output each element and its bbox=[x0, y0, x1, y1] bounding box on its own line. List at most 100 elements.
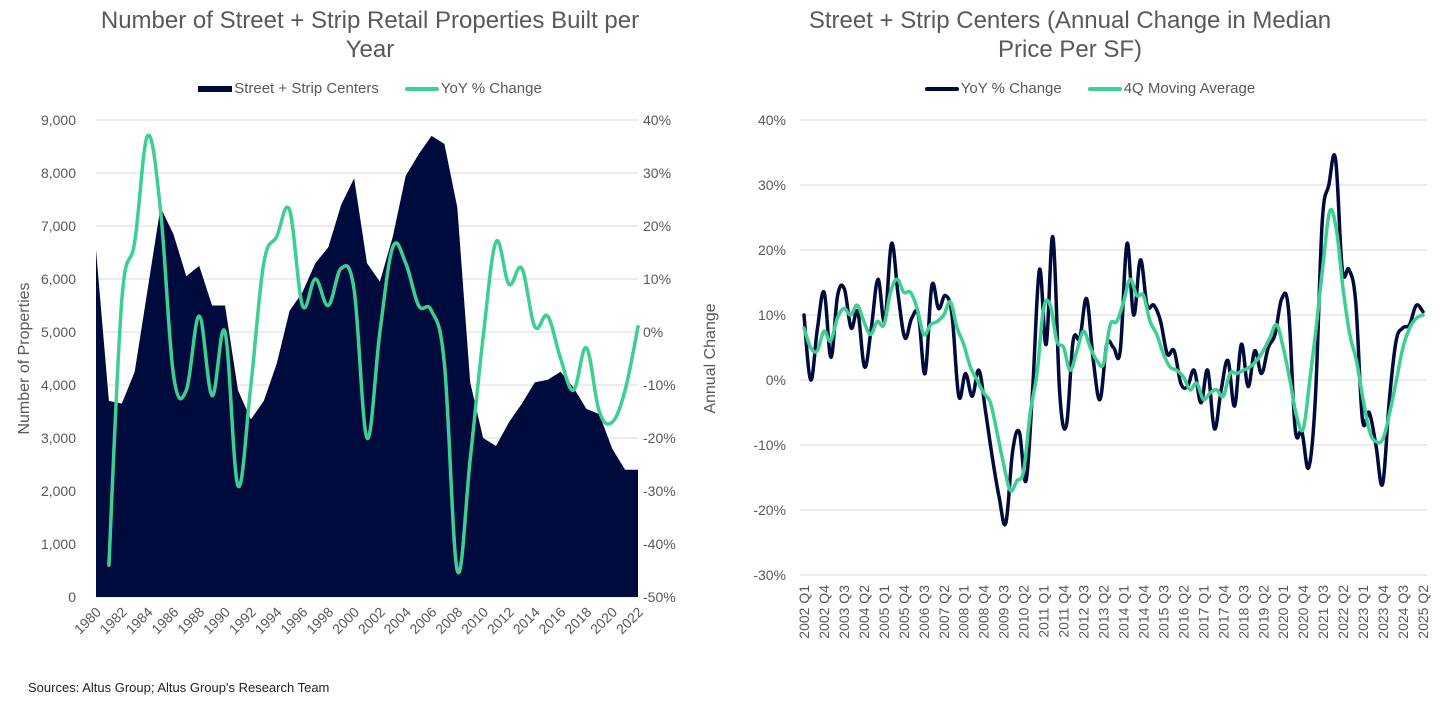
y2-tick-label: -10% bbox=[643, 377, 676, 393]
line-series-yoy-change bbox=[107, 133, 640, 575]
left-chart-title-line2: Year bbox=[345, 36, 395, 63]
y-tick-label: 2,000 bbox=[41, 483, 76, 499]
right-chart-plot: -30% -20% -10% 0% 10% 20% 30% 40% 2002 Q1 2002 Q4… bbox=[753, 112, 1431, 639]
x-tick-label: 2011 Q4 bbox=[1056, 585, 1072, 638]
x-tick-label: 2014 Q1 bbox=[1115, 585, 1131, 639]
y-tick-label: 4,000 bbox=[41, 377, 76, 393]
x-tick-label: 2022 bbox=[613, 604, 646, 637]
x-tick-label: 2020 bbox=[587, 604, 620, 637]
x-tick-label: 2018 Q3 bbox=[1235, 585, 1251, 639]
x-tick-label: 2024 Q3 bbox=[1395, 585, 1411, 639]
y-tick-label: 30% bbox=[758, 177, 786, 193]
x-tick-label: 1980 bbox=[71, 604, 104, 637]
y-tick-label: 1,000 bbox=[41, 536, 76, 552]
x-tick-label: 2003 Q3 bbox=[836, 585, 852, 639]
x-tick-label: 1988 bbox=[174, 604, 207, 637]
y2-tick-label: -20% bbox=[643, 430, 676, 446]
left-chart-legend: Street + Strip Centers YoY % Change bbox=[60, 80, 680, 97]
x-tick-label: 2010 bbox=[458, 604, 491, 637]
x-tick-label: 2002 Q1 bbox=[796, 585, 812, 639]
legend-swatch-line bbox=[924, 86, 959, 91]
x-tick-label: 2002 Q4 bbox=[816, 585, 832, 639]
y-tick-label: 3,000 bbox=[41, 430, 76, 446]
x-tick-label: 2002 bbox=[355, 604, 388, 637]
x-tick-label: 1984 bbox=[122, 604, 155, 637]
x-tick-label: 2005 Q4 bbox=[896, 585, 912, 639]
x-tick-label: 2022 Q2 bbox=[1335, 585, 1351, 639]
x-tick-label: 1994 bbox=[251, 604, 284, 637]
left-chart-title-line1: Number of Street + Strip Retail Properti… bbox=[100, 7, 640, 34]
area-series-street-strip-centers bbox=[96, 135, 638, 597]
line-series-yoy-change bbox=[802, 153, 1425, 527]
x-tick-label: 2005 Q1 bbox=[876, 585, 892, 639]
legend-swatch-line bbox=[1087, 86, 1122, 91]
x-tick-label: 2017 Q1 bbox=[1195, 585, 1211, 639]
right-chart-title-line2: Price Per SF) bbox=[997, 36, 1143, 63]
y2-tick-label: -30% bbox=[643, 483, 676, 499]
legend-item-yoy-change: YoY % Change bbox=[924, 80, 1062, 97]
x-tick-label: 2017 Q4 bbox=[1215, 585, 1231, 639]
right-chart-title: Street + Strip Centers (Annual Change in… bbox=[760, 6, 1380, 64]
x-tick-label: 2016 Q2 bbox=[1175, 585, 1191, 639]
right-chart-title-line1: Street + Strip Centers (Annual Change in… bbox=[808, 7, 1332, 34]
source-note: Sources: Altus Group; Altus Group's Rese… bbox=[28, 680, 330, 695]
x-tick-label: 2008 bbox=[432, 604, 465, 637]
y-tick-label: 6,000 bbox=[41, 271, 76, 287]
x-tick-label: 2014 Q4 bbox=[1135, 585, 1151, 639]
y-tick-label: -20% bbox=[753, 502, 786, 518]
x-tick-label: 2016 bbox=[535, 604, 568, 637]
x-tick-label: 1998 bbox=[303, 604, 336, 637]
y-axis-label: Number of Properties bbox=[16, 282, 33, 434]
x-tick-label: 2023 Q4 bbox=[1375, 585, 1391, 639]
y2-tick-label: 0% bbox=[643, 324, 663, 340]
legend-item-street-strip-centers: Street + Strip Centers bbox=[198, 80, 379, 97]
y2-tick-label: -40% bbox=[643, 536, 676, 552]
x-tick-label: 2008 Q1 bbox=[956, 585, 972, 639]
x-tick-label: 2012 Q3 bbox=[1076, 585, 1092, 639]
left-chart-plot: 0 1,000 2,000 3,000 4,000 5,000 6,000 7,000 8,00… bbox=[16, 112, 719, 637]
x-tick-label: 2000 bbox=[329, 604, 362, 637]
right-chart-legend: YoY % Change 4Q Moving Average bbox=[790, 80, 1390, 97]
x-tick-label: 1986 bbox=[148, 604, 181, 637]
legend-swatch-area bbox=[198, 85, 233, 92]
x-tick-label: 2008 Q4 bbox=[976, 585, 992, 639]
x-tick-label: 2011 Q1 bbox=[1036, 585, 1052, 638]
x-tick-label: 2009 Q3 bbox=[996, 585, 1012, 639]
x-tick-label: 2020 Q1 bbox=[1275, 585, 1291, 639]
y-tick-label: -30% bbox=[753, 567, 786, 583]
x-tick-label: 2004 bbox=[380, 604, 413, 637]
x-tick-label: 2006 Q3 bbox=[916, 585, 932, 639]
y-tick-label: 40% bbox=[758, 112, 786, 128]
x-tick-label: 2020 Q4 bbox=[1295, 585, 1311, 639]
legend-item-moving-average: 4Q Moving Average bbox=[1087, 80, 1256, 97]
x-tick-label: 1990 bbox=[200, 604, 233, 637]
legend-label: YoY % Change bbox=[440, 80, 542, 97]
x-tick-label: 1982 bbox=[97, 604, 130, 637]
x-tick-label: 2006 bbox=[406, 604, 439, 637]
y-tick-label: 0 bbox=[68, 589, 76, 605]
legend-label: YoY % Change bbox=[960, 80, 1062, 97]
line-series-4q-moving-average bbox=[802, 207, 1425, 493]
y2-tick-label: 40% bbox=[643, 112, 671, 128]
x-tick-label: 2018 bbox=[561, 604, 594, 637]
x-tick-label: 2015 Q3 bbox=[1155, 585, 1171, 639]
y-tick-label: 5,000 bbox=[41, 324, 76, 340]
y-tick-label: 8,000 bbox=[41, 165, 76, 181]
y2-tick-label: -50% bbox=[643, 589, 676, 605]
x-tick-label: 1992 bbox=[226, 604, 259, 637]
y2-tick-label: 20% bbox=[643, 218, 671, 234]
y-tick-label: 9,000 bbox=[41, 112, 76, 128]
legend-label: 4Q Moving Average bbox=[1123, 80, 1256, 97]
y2-tick-label: 10% bbox=[643, 271, 671, 287]
legend-label: Street + Strip Centers bbox=[234, 80, 379, 97]
left-chart-title: Number of Street + Strip Retail Properti… bbox=[60, 6, 680, 64]
x-tick-label: 2012 bbox=[484, 604, 517, 637]
x-tick-label: 2021 Q3 bbox=[1315, 585, 1331, 639]
y2-tick-label: 30% bbox=[643, 165, 671, 181]
x-tick-label: 2019 Q2 bbox=[1255, 585, 1271, 639]
y-tick-label: 0% bbox=[766, 372, 786, 388]
y-tick-label: 7,000 bbox=[41, 218, 76, 234]
x-tick-label: 2025 Q2 bbox=[1415, 585, 1431, 639]
x-tick-label: 2023 Q1 bbox=[1355, 585, 1371, 639]
